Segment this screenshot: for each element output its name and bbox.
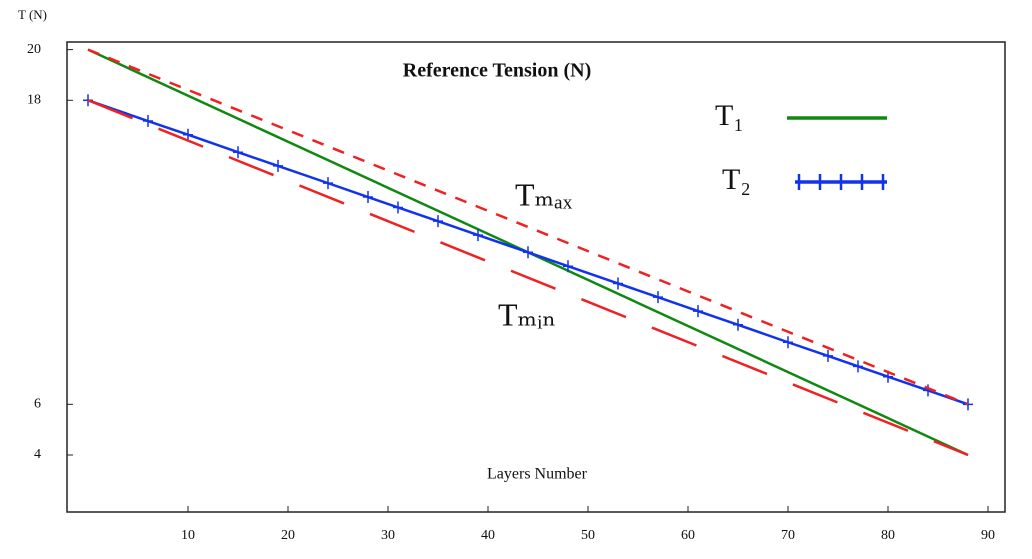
point-marker [733, 318, 743, 331]
chart-title: Reference Tension (N) [403, 60, 592, 82]
y-tick-label: 6 [34, 397, 41, 412]
series-line [87, 48, 969, 406]
x-tick-label: 80 [881, 528, 895, 543]
x-tick-label: 40 [481, 528, 495, 543]
point-marker [363, 191, 373, 204]
point-marker [393, 201, 403, 214]
annotation: Tₘₐₓ [515, 176, 573, 212]
legend-label: T₁ [715, 99, 744, 132]
point-marker [433, 215, 443, 228]
x-tick-label: 60 [681, 528, 695, 543]
y-axis-label: T (N) [18, 7, 47, 22]
annotation: Tₘᵢₙ [498, 296, 556, 332]
x-tick-label: 20 [281, 528, 295, 543]
point-marker [143, 115, 153, 128]
point-marker [613, 277, 623, 290]
point-marker [323, 177, 333, 190]
x-tick-label: 50 [581, 528, 595, 543]
y-tick-label: 20 [27, 42, 41, 57]
x-tick-label: 10 [181, 528, 195, 543]
y-tick-label: 18 [27, 92, 41, 107]
point-marker [473, 229, 483, 242]
point-marker [563, 260, 573, 273]
y-tick-label: 4 [34, 447, 41, 462]
x-tick-label: 90 [981, 528, 995, 543]
series-line [87, 99, 969, 406]
legend-label: T₂ [722, 163, 751, 196]
series-line [87, 99, 969, 457]
plot-frame [66, 41, 1006, 513]
point-marker [273, 159, 283, 172]
point-marker [783, 336, 793, 349]
point-marker [233, 146, 243, 159]
point-marker [853, 360, 863, 373]
point-marker [823, 349, 833, 362]
point-marker [693, 305, 703, 318]
point-marker [653, 291, 663, 304]
x-axis-label: Layers Number [487, 466, 588, 483]
x-tick-label: 30 [381, 528, 395, 543]
x-tick-label: 70 [781, 528, 795, 543]
point-marker [523, 246, 533, 259]
point-marker [183, 128, 193, 141]
